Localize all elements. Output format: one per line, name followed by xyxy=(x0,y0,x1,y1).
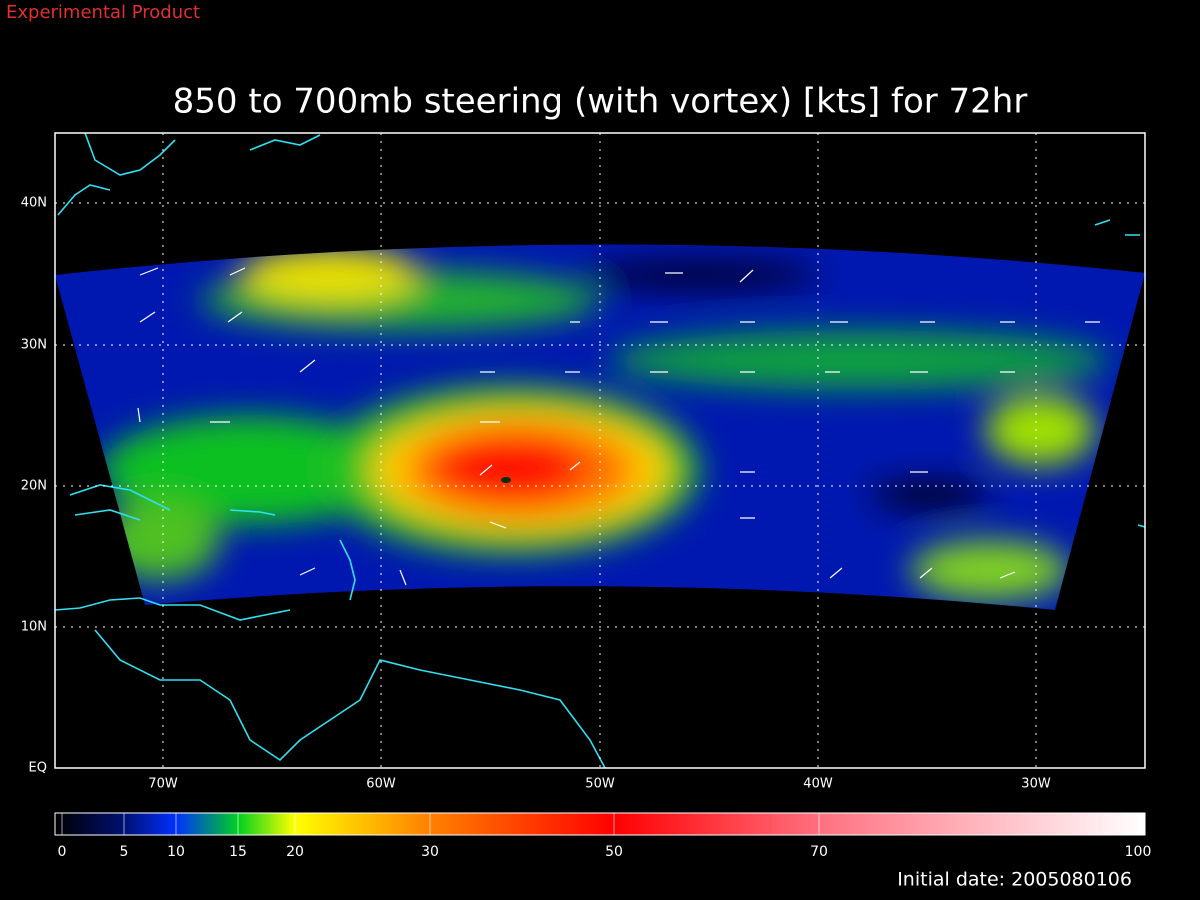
title: 850 to 700mb steering (with vortex) [kts… xyxy=(173,82,1028,122)
colorbar xyxy=(54,812,1146,836)
colorbar-label: 0 xyxy=(58,844,67,860)
colorbar-label: 100 xyxy=(1125,844,1152,860)
lat-label: 20N xyxy=(21,479,47,494)
coastlines xyxy=(54,132,1146,769)
colorbar-label: 70 xyxy=(810,844,828,860)
colorbar-labels: 0 5 10 15 20 30 50 70 100 xyxy=(58,813,1152,860)
lat-label: EQ xyxy=(29,761,47,776)
colorbar-label: 10 xyxy=(167,844,185,860)
colorbar-label: 50 xyxy=(605,844,623,860)
lat-label: 30N xyxy=(21,338,47,353)
lon-label: 70W xyxy=(148,777,178,792)
lon-label: 40W xyxy=(803,777,833,792)
product-label: Experimental Product xyxy=(6,2,200,23)
graticule: 40N 30N 20N 10N EQ 70W 60W 50W 40W 30W xyxy=(21,133,1145,792)
colorbar-label: 30 xyxy=(421,844,439,860)
colorbar-label: 15 xyxy=(229,844,247,860)
lon-label: 60W xyxy=(366,777,396,792)
colorbar-label: 20 xyxy=(286,844,304,860)
lat-label: 40N xyxy=(21,196,47,211)
lat-label: 10N xyxy=(21,620,47,635)
lon-label: 30W xyxy=(1021,777,1051,792)
initial-date: Initial date: 2005080106 xyxy=(897,869,1132,891)
wind-arrows xyxy=(137,267,1100,586)
wind-field xyxy=(55,244,1145,610)
colorbar-label: 5 xyxy=(120,844,129,860)
lon-label: 50W xyxy=(585,777,615,792)
